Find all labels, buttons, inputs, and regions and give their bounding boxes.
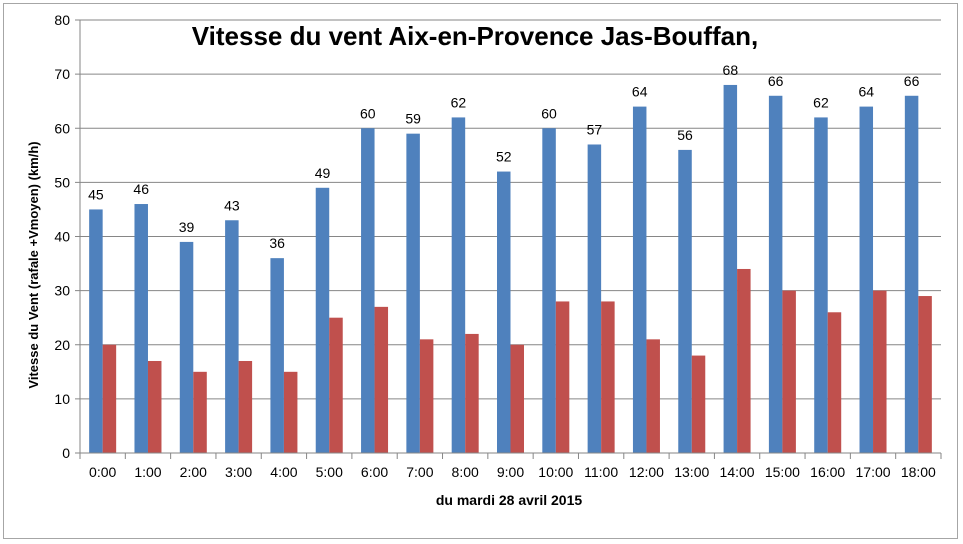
bar-series1-6:00: [361, 128, 375, 453]
x-tick-label: 6:00: [361, 464, 388, 480]
bar-series2-15:00: [782, 290, 796, 453]
y-tick-label: 80: [54, 12, 70, 28]
x-tick-label: 17:00: [856, 464, 891, 480]
data-label: 64: [858, 84, 874, 100]
bar-series1-10:00: [542, 128, 556, 453]
bar-series2-16:00: [827, 312, 842, 453]
y-tick-label: 70: [54, 66, 70, 82]
bar-series1-15:00: [768, 95, 783, 454]
bar-series1-3:00: [225, 220, 239, 453]
y-tick-label: 10: [54, 391, 70, 407]
bar-series1-1:00: [134, 204, 148, 453]
bar-series2-11:00: [601, 301, 615, 453]
y-tick-label: 50: [54, 174, 70, 190]
bar-series2-2:00: [193, 371, 207, 453]
bar-series2-8:00: [465, 333, 479, 453]
bar-series2-7:00: [419, 339, 434, 453]
bar-series1-14:00: [723, 84, 738, 453]
chart-frame: [3, 3, 958, 539]
x-tick-label: 15:00: [765, 464, 800, 480]
data-label: 60: [541, 105, 557, 121]
bar-series2-12:00: [646, 339, 660, 453]
x-tick-label: 5:00: [316, 464, 343, 480]
data-label: 59: [405, 111, 421, 127]
bar-series2-1:00: [147, 360, 162, 453]
data-labels: 45 46 39 43 36 49 60 59 62 52 60 57 64 56 68 66 62 64 66: [88, 62, 919, 251]
bar-series1-12:00: [632, 106, 647, 453]
y-axis-title: Vitesse du Vent (rafale +Vmoyen) (km/h): [26, 141, 41, 388]
bar-series1-16:00: [814, 117, 828, 454]
bar-series1-13:00: [678, 149, 692, 453]
x-tick-label: 14:00: [720, 464, 755, 480]
axes: 0 10 20 30 40 50 60 70 80 0:00 1:00 2:00 3:00 4:00 5:0…: [54, 12, 942, 480]
y-tick-label: 0: [62, 445, 70, 461]
bar-series2-3:00: [238, 360, 253, 453]
x-tick-label: 2:00: [180, 464, 207, 480]
data-label: 60: [360, 105, 376, 121]
data-label: 68: [723, 62, 739, 78]
bar-series2-14:00: [737, 268, 751, 453]
bar-series1-17:00: [859, 106, 874, 453]
data-label: 49: [315, 165, 331, 181]
y-tick-label: 20: [54, 337, 70, 353]
bar-series1-18:00: [904, 95, 919, 454]
x-tick-label: 16:00: [810, 464, 845, 480]
data-label: 66: [768, 73, 784, 89]
bar-series1-2:00: [179, 241, 194, 453]
x-tick-label: 11:00: [584, 464, 618, 480]
y-tick-label: 40: [54, 229, 70, 245]
data-label: 64: [632, 84, 648, 100]
bar-series2-10:00: [555, 301, 570, 453]
data-label: 56: [677, 127, 693, 143]
x-tick-label: 9:00: [497, 464, 524, 480]
x-tick-label: 3:00: [225, 464, 252, 480]
bar-series1-11:00: [587, 144, 602, 454]
x-tick-label: 4:00: [270, 464, 297, 480]
y-tick-label: 30: [54, 283, 70, 299]
bar-series1-7:00: [406, 133, 420, 453]
x-tick-label: 18:00: [901, 464, 936, 480]
bar-series1-8:00: [451, 117, 466, 454]
x-axis-title: du mardi 28 avril 2015: [436, 492, 583, 508]
bar-series2-18:00: [918, 296, 932, 453]
chart-title: Vitesse du vent Aix-en-Provence Jas-Bouf…: [192, 21, 758, 51]
bar-series1-5:00: [315, 187, 330, 453]
bars: [89, 84, 932, 454]
data-label: 66: [904, 73, 920, 89]
data-label: 52: [496, 149, 512, 165]
bar-series2-4:00: [283, 371, 298, 453]
x-tick-label: 7:00: [406, 464, 433, 480]
x-tick-label: 8:00: [452, 464, 479, 480]
data-label: 36: [269, 235, 285, 251]
bar-series1-4:00: [270, 258, 284, 453]
data-label: 57: [587, 121, 603, 137]
bar-series1-9:00: [497, 171, 511, 454]
data-label: 62: [451, 94, 467, 110]
bar-series2-6:00: [374, 306, 389, 453]
bar-series2-9:00: [510, 344, 524, 453]
bar-series2-5:00: [329, 317, 343, 453]
bar-series2-0:00: [102, 344, 117, 453]
bar-series2-17:00: [873, 290, 887, 453]
data-label: 39: [179, 219, 195, 235]
y-tick-label: 60: [54, 120, 70, 136]
x-tick-label: 1:00: [134, 464, 161, 480]
x-tick-label: 10:00: [538, 464, 573, 480]
x-tick-label: 0:00: [89, 464, 116, 480]
data-label: 46: [133, 181, 149, 197]
bar-series2-13:00: [691, 355, 706, 453]
data-label: 43: [224, 197, 240, 213]
x-tick-label: 13:00: [674, 464, 709, 480]
x-tick-label: 12:00: [629, 464, 664, 480]
data-label: 62: [813, 94, 829, 110]
data-label: 45: [88, 186, 104, 202]
bar-series1-0:00: [89, 209, 103, 453]
